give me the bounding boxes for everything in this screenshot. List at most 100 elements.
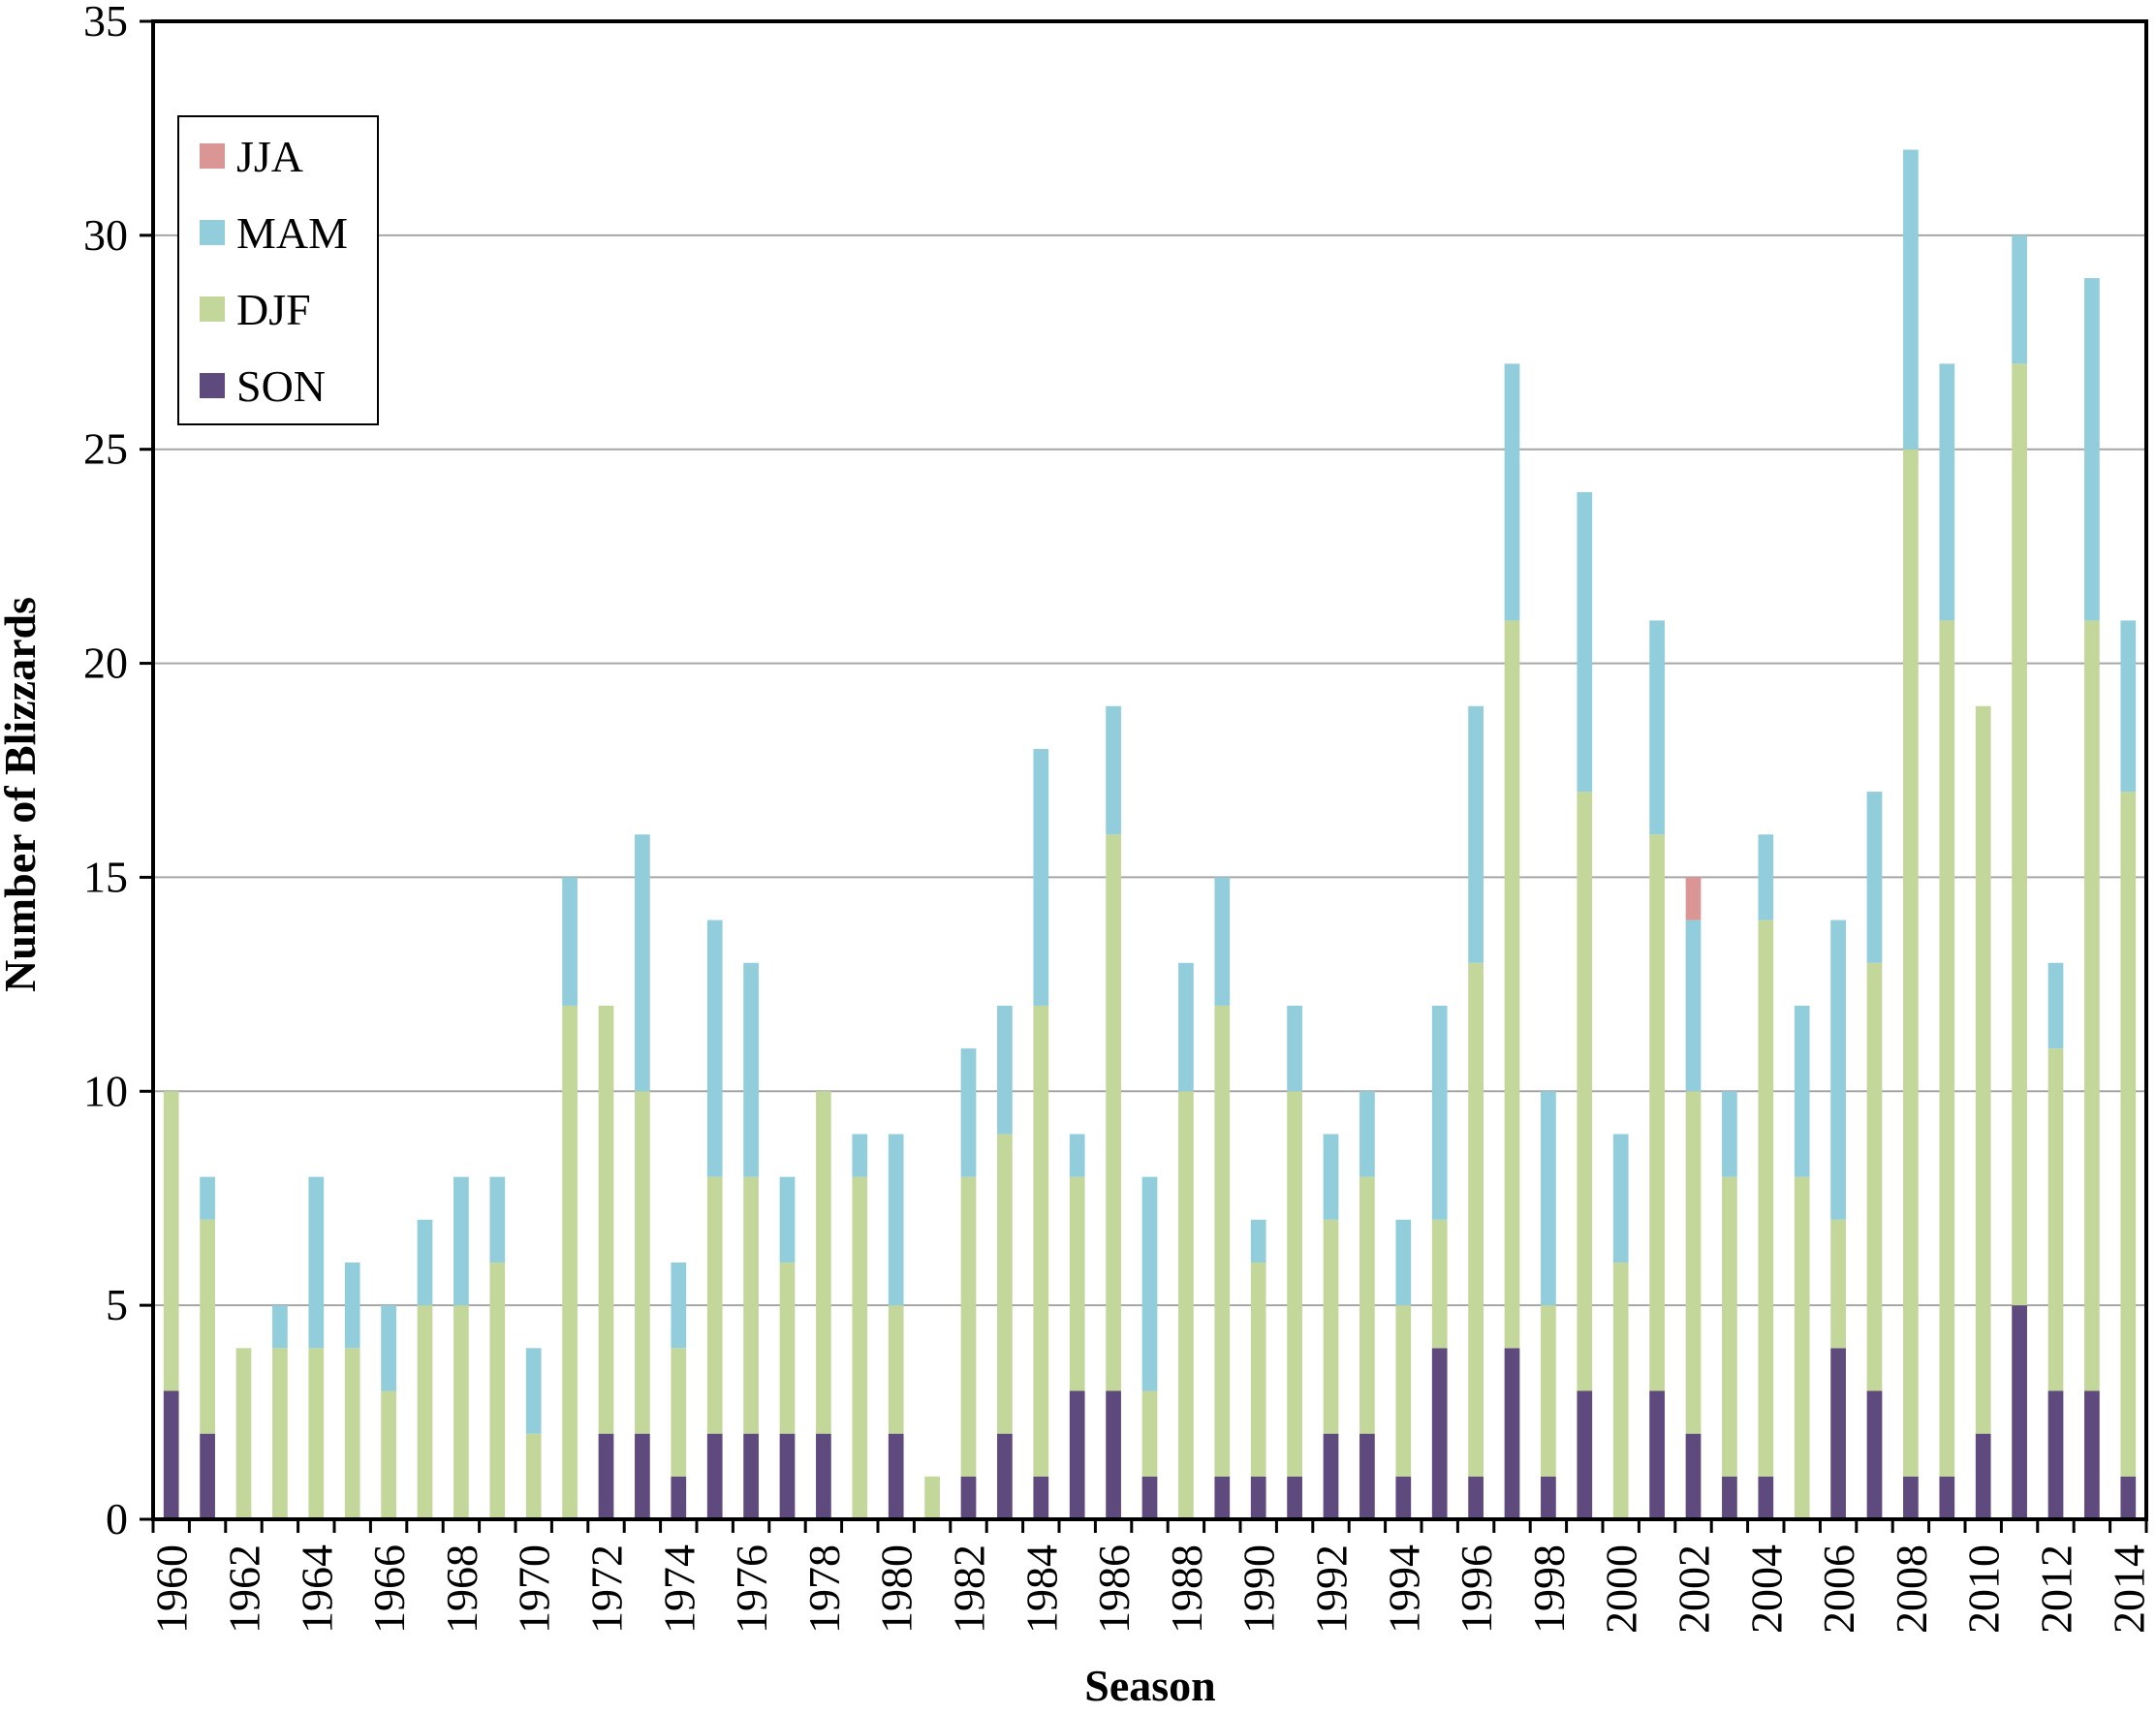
bar-djf-1987 — [1141, 1390, 1158, 1477]
bar-djf-2013 — [2084, 620, 2100, 1391]
bar-son-1995 — [1431, 1348, 1448, 1519]
x-tick-label: 1986 — [1089, 1544, 1139, 1634]
x-tick-label: 2002 — [1670, 1544, 1719, 1634]
bar-djf-2000 — [1612, 1262, 1629, 1519]
bar-mam-1963 — [272, 1305, 288, 1349]
x-tick-label: 1976 — [727, 1544, 776, 1634]
bar-mam-2009 — [1939, 363, 1955, 621]
x-axis-title: Season — [1084, 1661, 1215, 1710]
x-tick-label: 1992 — [1307, 1544, 1357, 1634]
x-tick-label: 1996 — [1452, 1544, 1501, 1634]
bar-djf-1975 — [706, 1176, 723, 1434]
legend-swatch-son — [200, 373, 225, 398]
y-axis-title: Number of Blizzards — [0, 597, 45, 992]
bar-djf-1983 — [997, 1134, 1013, 1434]
bar-son-2001 — [1649, 1390, 1665, 1519]
bar-mam-1984 — [1033, 748, 1049, 1006]
bar-djf-2005 — [1794, 1176, 1810, 1519]
legend-label-mam: MAM — [236, 208, 348, 258]
x-tick-label: 1968 — [437, 1544, 486, 1634]
bar-son-2003 — [1722, 1476, 1737, 1519]
bar-son-1980 — [888, 1433, 904, 1519]
bar-mam-1994 — [1395, 1219, 1412, 1306]
x-tick-label: 1990 — [1234, 1544, 1284, 1634]
bar-djf-1962 — [235, 1348, 252, 1519]
x-tick-label: 2010 — [1959, 1544, 2009, 1634]
x-tick-label: 1994 — [1379, 1544, 1428, 1634]
bar-son-1989 — [1214, 1476, 1231, 1519]
y-tick-label: 35 — [83, 0, 128, 46]
bar-mam-2005 — [1794, 1005, 1810, 1177]
bar-mam-1995 — [1431, 1005, 1448, 1220]
bar-djf-1999 — [1577, 792, 1593, 1391]
bar-mam-2007 — [1866, 792, 1883, 963]
bar-djf-2006 — [1830, 1219, 1846, 1349]
bar-djf-1994 — [1395, 1305, 1412, 1477]
bar-son-1974 — [671, 1476, 687, 1519]
legend-label-djf: DJF — [236, 285, 311, 334]
y-tick-label: 20 — [83, 639, 128, 688]
bar-son-2009 — [1939, 1476, 1955, 1519]
bar-mam-2004 — [1758, 834, 1774, 920]
bar-son-1975 — [706, 1433, 723, 1519]
bar-son-1986 — [1106, 1390, 1121, 1519]
bar-djf-1992 — [1323, 1219, 1339, 1434]
bar-djf-2003 — [1722, 1176, 1737, 1477]
bar-djf-1973 — [635, 1091, 650, 1434]
bar-djf-1978 — [816, 1091, 831, 1434]
bar-djf-2010 — [1975, 705, 1991, 1434]
bar-djf-1965 — [344, 1348, 360, 1519]
bar-mam-1988 — [1178, 962, 1194, 1092]
bar-son-1977 — [779, 1433, 796, 1519]
bar-djf-1960 — [163, 1091, 179, 1391]
bar-djf-2007 — [1866, 962, 1883, 1391]
bar-djf-1969 — [489, 1262, 506, 1519]
bar-mam-1991 — [1287, 1005, 1302, 1092]
bar-djf-1991 — [1287, 1091, 1302, 1477]
bar-mam-1997 — [1504, 363, 1520, 621]
bar-djf-1995 — [1431, 1219, 1448, 1349]
bar-mam-2013 — [2084, 278, 2100, 621]
bar-djf-1966 — [381, 1390, 396, 1519]
bar-djf-2008 — [1903, 449, 1919, 1477]
bar-son-1982 — [960, 1476, 977, 1519]
legend-swatch-jja — [200, 143, 225, 169]
bar-son-1976 — [743, 1433, 759, 1519]
bar-mam-1992 — [1323, 1134, 1339, 1220]
gridlines — [153, 234, 2146, 1307]
bar-mam-1974 — [671, 1262, 687, 1349]
x-tick-label: 1998 — [1524, 1544, 1574, 1634]
bar-djf-1979 — [852, 1176, 868, 1519]
bar-son-1994 — [1395, 1476, 1412, 1519]
bar-son-2006 — [1830, 1348, 1846, 1519]
x-tick-label: 1970 — [510, 1544, 559, 1634]
y-tick-label: 25 — [83, 424, 128, 474]
x-tick-label: 2006 — [1814, 1544, 1863, 1634]
bar-mam-1973 — [635, 834, 650, 1092]
bar-mam-1977 — [779, 1176, 796, 1263]
bar-mam-1996 — [1468, 705, 1484, 963]
bar-mam-1968 — [453, 1176, 469, 1306]
x-tick-label: 2008 — [1887, 1544, 1936, 1634]
y-tick-label: 10 — [83, 1066, 128, 1115]
bar-mam-1986 — [1106, 705, 1121, 835]
bar-mam-1967 — [417, 1219, 433, 1306]
bar-son-2012 — [2047, 1390, 2064, 1519]
bar-djf-1967 — [417, 1305, 433, 1519]
bar-mam-1989 — [1214, 877, 1231, 1006]
bar-djf-1980 — [888, 1305, 904, 1434]
bar-djf-1993 — [1359, 1176, 1375, 1434]
bar-djf-2002 — [1685, 1091, 1702, 1434]
bar-jja-2002 — [1685, 877, 1702, 920]
bar-mam-2000 — [1612, 1134, 1629, 1263]
bar-djf-2009 — [1939, 620, 1955, 1477]
bar-mam-1990 — [1250, 1219, 1266, 1263]
y-tick-label: 0 — [106, 1494, 128, 1544]
bar-djf-1982 — [960, 1176, 977, 1477]
y-tick-label: 15 — [83, 852, 128, 901]
bar-mam-1964 — [308, 1176, 325, 1349]
bar-mam-1985 — [1069, 1134, 1085, 1177]
y-axis-ticks: 0 5 10 15 20 25 30 35 — [83, 0, 153, 1544]
